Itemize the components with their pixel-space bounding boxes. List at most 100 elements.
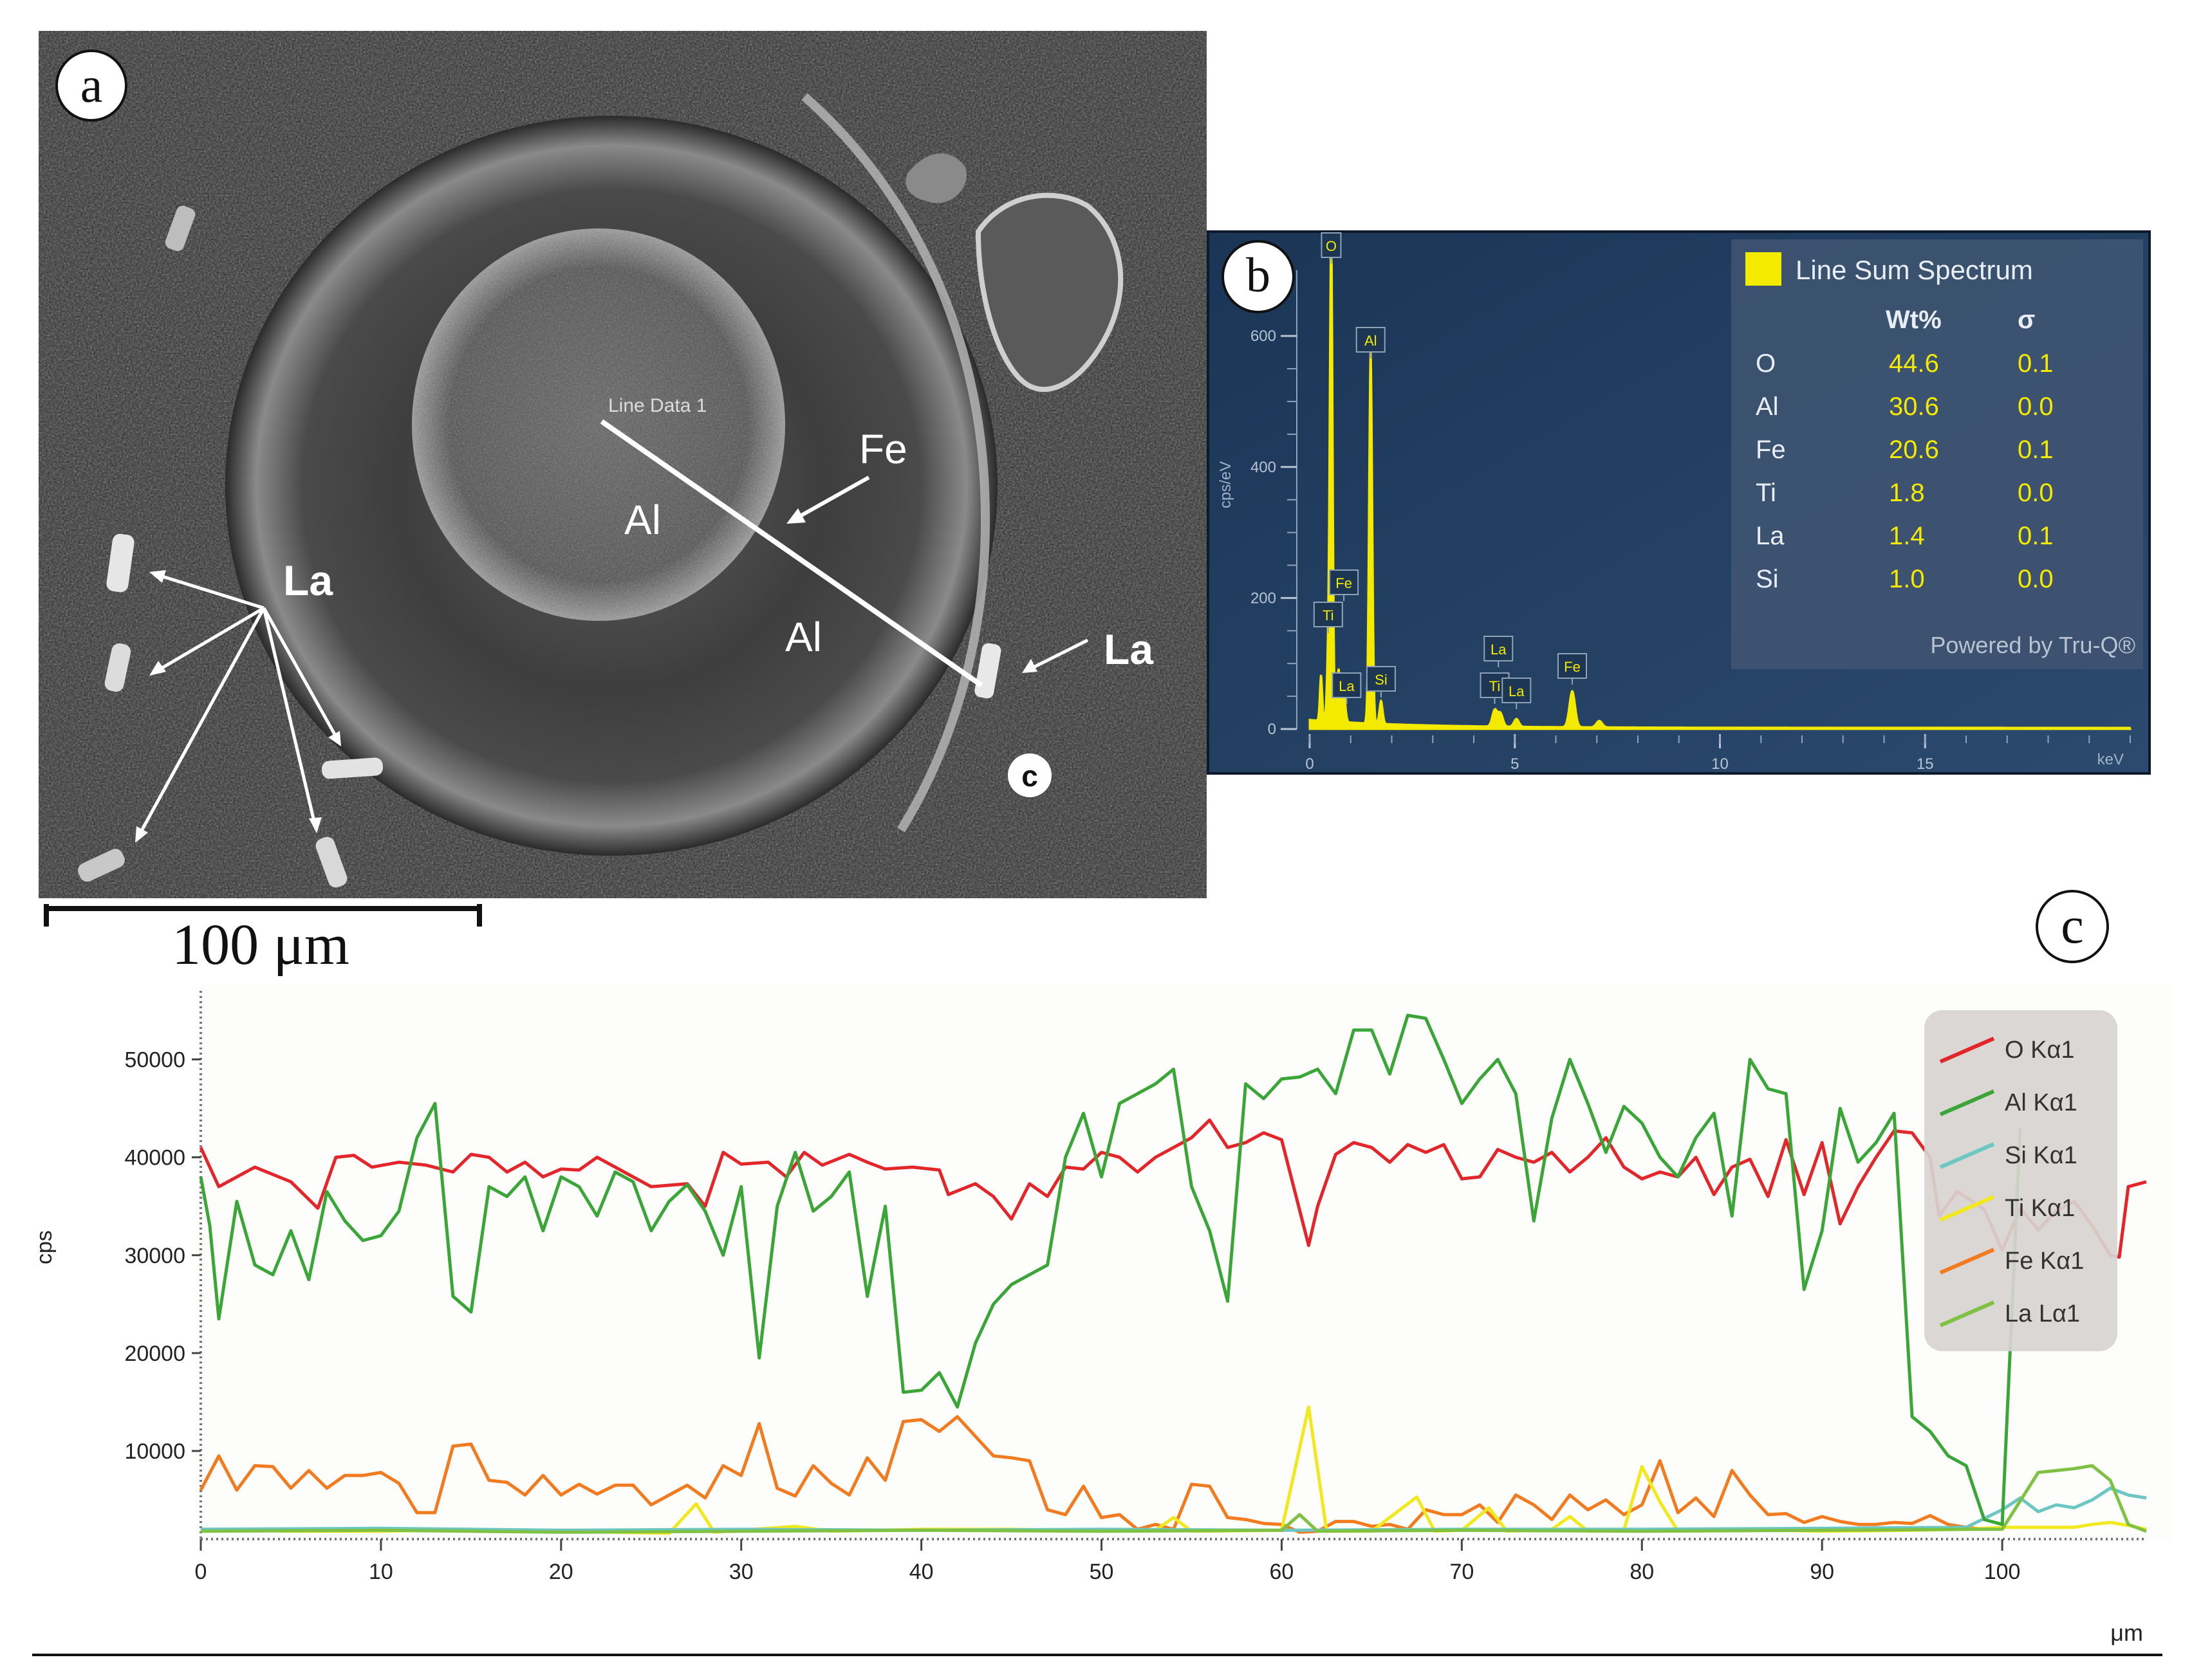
- legend-box: [1924, 1010, 2117, 1351]
- legend-label: Ti Kα1: [2005, 1195, 2075, 1222]
- badge-c-label: c: [2061, 898, 2084, 954]
- spectrum-x-tick-label: 15: [1917, 755, 1934, 773]
- chart-x-tick-label: 20: [549, 1560, 573, 1584]
- panel-a-sem-image: Line Data 1 Fe Al Al La La c a: [39, 31, 1207, 898]
- spectrum-y-tick-label: 0: [1268, 721, 1276, 738]
- la-right-arrow-head: [1022, 659, 1037, 673]
- peak-tag-label: La: [1491, 642, 1507, 658]
- panel-c-linescan: 10000 20000 30000 40000 50000 0 10 20 30 40 50 60 70…: [32, 890, 2172, 1656]
- scale-bar-label: 100 μm: [172, 913, 349, 977]
- spectrum-x-tick-label: 5: [1510, 755, 1519, 773]
- la-arrow-heads: [135, 570, 341, 843]
- result-element: Ti: [1756, 479, 1776, 507]
- peak-tag-box: [1501, 678, 1532, 703]
- peak-tag-label: Fe: [1564, 659, 1581, 675]
- result-element: Si: [1756, 565, 1779, 593]
- legend-label: Fe Kα1: [2005, 1248, 2084, 1275]
- result-wt: 1.8: [1889, 479, 1925, 507]
- result-element: Al: [1756, 392, 1779, 421]
- label-al-inner: Al: [624, 497, 661, 543]
- peak-tag-label: Al: [1364, 333, 1377, 349]
- chart-x-tick-label: 0: [195, 1560, 207, 1584]
- peak-tag-label: Fe: [1335, 575, 1352, 591]
- spectrum-trace: [1308, 256, 2132, 730]
- legend-swatch: [1745, 252, 1781, 286]
- la-right-arrow: [1028, 638, 1089, 671]
- badge-a-circle: [55, 50, 127, 122]
- la-inclusion: [78, 849, 125, 882]
- result-element: O: [1756, 349, 1776, 378]
- spectrum-y-tick-label: 200: [1250, 589, 1276, 607]
- la-arrows: [136, 572, 340, 838]
- header-wt: Wt%: [1886, 306, 1942, 334]
- chart-y-tick-label: 20000: [124, 1342, 185, 1366]
- spectrum-y-tick-label: 600: [1250, 328, 1276, 345]
- chart-y-tick-label: 40000: [124, 1146, 185, 1170]
- line-scan: [600, 419, 983, 688]
- result-wt: 44.6: [1889, 349, 1939, 378]
- peak-tag-box: [1313, 602, 1343, 627]
- la-inclusion: [315, 836, 348, 888]
- peak-tag-label: O: [1326, 238, 1337, 254]
- peak-tag-box: [1483, 636, 1514, 661]
- series-line-al: [199, 1013, 2022, 1526]
- legend-swatch: [1939, 1142, 1995, 1169]
- result-wt: 1.0: [1889, 565, 1925, 593]
- legend-swatch: [1939, 1300, 1995, 1327]
- label-al-outer: Al: [785, 614, 822, 660]
- result-sigma: 0.0: [2018, 392, 2054, 421]
- legend-swatch: [1939, 1248, 1995, 1275]
- chart-x-tick-label: 90: [1810, 1560, 1834, 1584]
- legend-swatch: [1939, 1037, 1995, 1064]
- peak-tag-label: Ti: [1323, 607, 1334, 623]
- chart-x-tick-label: 30: [729, 1560, 754, 1584]
- spectrum-x-tick-label: 10: [1711, 755, 1729, 773]
- chart-axes: 10000 20000 30000 40000 50000 0 10 20 30 40 50 60 70…: [124, 991, 2146, 1584]
- c-marker-label: c: [1021, 759, 1038, 793]
- result-sigma: 0.1: [2018, 522, 2054, 550]
- legend-swatch: [1939, 1089, 1995, 1116]
- badge-c-circle: [2036, 890, 2109, 963]
- result-wt: 30.6: [1889, 392, 1939, 421]
- chart-x-tick-label: 40: [909, 1560, 934, 1584]
- chart-x-tick-label: 100: [1984, 1560, 2021, 1584]
- chart-y-tick-label: 10000: [124, 1439, 185, 1464]
- result-wt: 1.4: [1889, 522, 1925, 550]
- scale-bar: 100 μm: [44, 904, 482, 977]
- spectrum-x-tick-label: 0: [1305, 755, 1314, 773]
- peak-tag-label: La: [1509, 683, 1525, 699]
- result-sigma: 0.0: [2018, 479, 2054, 507]
- chart-x-tick-label: 10: [369, 1560, 393, 1584]
- legend-label: O Kα1: [2005, 1037, 2075, 1064]
- la-inclusion: [106, 533, 135, 593]
- badge-a-label: a: [80, 57, 103, 113]
- results-title: Line Sum Spectrum: [1796, 255, 2033, 285]
- badge-b-circle: [1221, 240, 1295, 313]
- particle-rim: [801, 93, 990, 833]
- chart-y-tick-label: 30000: [124, 1244, 185, 1268]
- spectrum-xunit: keV: [2097, 751, 2124, 768]
- peak-tag-box: [1329, 569, 1359, 595]
- series-line-la: [200, 1464, 2147, 1534]
- c-marker-circle: [1008, 753, 1052, 797]
- chart-xunit: μm: [2110, 1620, 2143, 1646]
- chart-legend: O Kα1 Al Kα1 Si Kα1 Ti Kα1 Fe Kα1 La Lα1: [1924, 1010, 2117, 1351]
- legend-swatch: [1939, 1195, 1995, 1222]
- spectrum-y-tick-label: 400: [1250, 459, 1276, 476]
- legend-label: Al Kα1: [2005, 1089, 2077, 1116]
- spectrum-axes: 0 200 400 600 0 5 10 15: [1250, 270, 2131, 773]
- chart-y-tick-label: 50000: [124, 1048, 185, 1073]
- powered-by: Powered by Tru-Q®: [1930, 632, 2135, 658]
- badge-b-label: b: [1246, 248, 1270, 302]
- result-element: La: [1756, 522, 1785, 550]
- line-scan-label: Line Data 1: [608, 395, 707, 416]
- label-la-right: La: [1104, 625, 1154, 673]
- results-panel: [1731, 239, 2143, 669]
- peak-tag-box: [1355, 327, 1386, 353]
- attached-fragment: [975, 192, 1124, 392]
- legend-label: La Lα1: [2005, 1300, 2080, 1327]
- spectrum-ylabel: cps/eV: [1217, 461, 1234, 508]
- chart-ylabel: cps: [32, 1230, 57, 1264]
- la-inclusion: [165, 205, 196, 252]
- chart-background: [200, 984, 2172, 1541]
